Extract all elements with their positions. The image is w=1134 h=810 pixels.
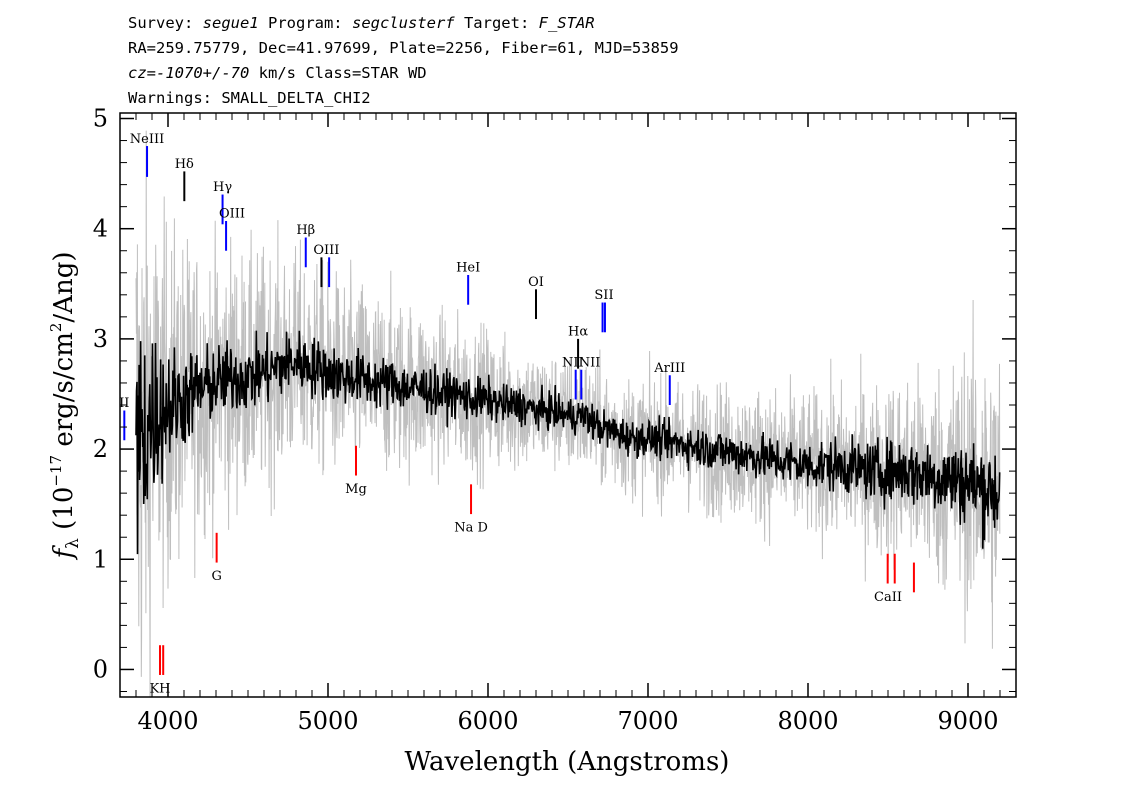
- header-line-2: RA=259.75779, Dec=41.97699, Plate=2256, …: [128, 39, 679, 57]
- header-text: Survey: segue1 Program: segclusterf Targ…: [128, 14, 679, 107]
- y-tick-label: 3: [93, 325, 108, 353]
- x-tick-label: 6000: [457, 707, 518, 735]
- x-tick-label: 8000: [777, 707, 838, 735]
- line-marker-label: Mg: [345, 482, 367, 497]
- x-axis-ticks: 4000 5000 6000 7000 8000 9000: [119, 113, 1017, 735]
- line-marker-label: OI: [528, 275, 544, 290]
- x-tick-label: 5000: [297, 707, 358, 735]
- y-tick-label: 4: [93, 215, 108, 243]
- x-tick-label: 7000: [617, 707, 678, 735]
- line-marker-label: Hα: [568, 325, 588, 340]
- line-marker-label: KH: [149, 682, 170, 697]
- line-marker-label: Na D: [454, 521, 488, 536]
- cz-value: cz=-1070+/-70: [128, 64, 249, 82]
- line-marker-label: II: [119, 396, 129, 411]
- line-marker-label: HeI: [456, 261, 480, 276]
- y-axis-ticks: 0 1 2 3 4 5: [93, 105, 1016, 692]
- program-value: segclusterf: [352, 14, 455, 32]
- spectral-line-markers: NeIIIHδHγOIIIHβOIIIHeIOINIIHαNIISIIArIII…: [119, 132, 915, 697]
- flux-spectrum: [135, 330, 1001, 555]
- line-marker-label: Hβ: [296, 223, 315, 238]
- line-marker-label: Hγ: [213, 180, 232, 195]
- header-line-3: cz=-1070+/-70 km/s Class=STAR WD: [128, 64, 427, 82]
- y-tick-label: 5: [93, 105, 108, 133]
- y-tick-label: 0: [93, 655, 108, 683]
- line-marker-label: OIII: [219, 207, 245, 222]
- y-axis-label: fλ (10−17 erg/s/cm2/Ang): [47, 252, 83, 561]
- y-tick-label: 2: [93, 435, 108, 463]
- line-marker-label: CaII: [874, 590, 902, 605]
- line-marker-label: NeIII: [130, 132, 164, 147]
- error-series-line: [135, 130, 1001, 697]
- line-marker-label: Hδ: [175, 157, 194, 172]
- flux-series-line: [135, 330, 1001, 555]
- line-marker-label: OIII: [313, 243, 339, 258]
- y-tick-label: 1: [93, 545, 108, 573]
- line-marker-label: G: [211, 569, 221, 584]
- error-spectrum: [135, 130, 1001, 697]
- target-value: F_STAR: [539, 14, 595, 32]
- header-line-1: Survey: segue1 Program: segclusterf Targ…: [128, 14, 595, 32]
- survey-value: segue1: [203, 14, 259, 32]
- header-line-4: Warnings: SMALL_DELTA_CHI2: [128, 89, 371, 107]
- x-axis-label: Wavelength (Angstroms): [405, 747, 730, 777]
- x-tick-label: 9000: [937, 707, 998, 735]
- x-tick-label: 4000: [137, 707, 198, 735]
- line-marker-label: SII: [594, 288, 613, 303]
- line-marker-label: ArIII: [653, 361, 685, 376]
- line-marker-label: NII: [579, 355, 601, 370]
